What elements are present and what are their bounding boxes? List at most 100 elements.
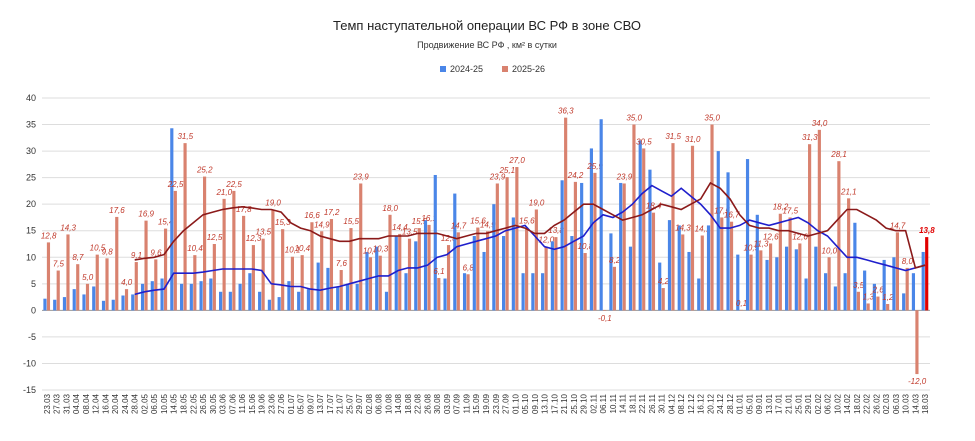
x-tick-label: 17.01 xyxy=(775,393,784,414)
data-label: 23,9 xyxy=(489,172,506,181)
data-label: -0,1 xyxy=(598,314,612,323)
data-label: 17,5 xyxy=(714,206,730,215)
bar xyxy=(700,235,704,311)
x-tick-label: 02.02 xyxy=(814,393,823,414)
bar xyxy=(573,181,577,311)
bar xyxy=(628,246,633,311)
bar xyxy=(121,295,125,311)
bar xyxy=(778,213,782,311)
x-tick-label: 29.10 xyxy=(580,393,589,414)
data-label: 8,2 xyxy=(609,256,621,265)
x-tick-label: 22.11 xyxy=(638,393,647,413)
bar xyxy=(339,270,343,311)
bar xyxy=(716,151,720,311)
data-label: 15,6 xyxy=(470,217,486,226)
data-label: 24,2 xyxy=(567,171,584,180)
bar xyxy=(570,236,574,311)
data-label: 14,1 xyxy=(695,225,711,234)
data-label: 14,4 xyxy=(392,223,408,232)
legend-swatch xyxy=(502,66,508,72)
data-label: 7,6 xyxy=(336,259,348,268)
bar xyxy=(228,291,232,311)
data-label: 21,1 xyxy=(840,187,857,196)
data-label: 6,8 xyxy=(463,263,475,272)
x-tick-label: 03.09 xyxy=(443,393,452,414)
x-tick-label: 08.04 xyxy=(82,393,91,414)
x-tick-label: 17.10 xyxy=(550,393,559,414)
bar xyxy=(827,257,831,311)
x-tick-label: 31.03 xyxy=(62,393,71,414)
bar xyxy=(853,222,857,311)
data-label: 15,4 xyxy=(158,218,174,227)
y-tick-label: -15 xyxy=(23,385,36,395)
bar xyxy=(726,172,730,311)
bar xyxy=(817,129,821,311)
x-tick-label: 02.03 xyxy=(882,393,891,414)
x-tick-label: 14.11 xyxy=(619,393,628,413)
data-label: 35,0 xyxy=(626,114,642,123)
bar xyxy=(476,227,480,311)
bar xyxy=(368,257,373,311)
bar xyxy=(824,273,828,311)
x-tick-label: 12.04 xyxy=(92,393,101,414)
bar xyxy=(384,291,389,311)
bar xyxy=(729,221,734,311)
data-label: 12,3 xyxy=(441,234,457,243)
bar xyxy=(101,300,106,311)
x-tick-label: 13.10 xyxy=(541,393,550,414)
data-label: 14,7 xyxy=(890,221,906,230)
bar xyxy=(667,220,672,311)
bar xyxy=(736,254,740,311)
bar xyxy=(564,117,568,311)
x-tick-label: 14.08 xyxy=(394,393,403,414)
x-tick-label: 26.11 xyxy=(648,393,657,413)
x-tick-label: 14.03 xyxy=(911,393,920,414)
bar xyxy=(642,148,646,311)
x-tick-label: 26.02 xyxy=(872,393,881,414)
bar xyxy=(407,238,412,311)
data-label: 16,6 xyxy=(304,211,320,220)
data-label: 10,1 xyxy=(285,246,301,255)
x-tick-label: 02.08 xyxy=(365,393,374,414)
x-tick-label: 10.08 xyxy=(384,393,393,414)
x-tick-label: 18.03 xyxy=(921,393,930,414)
data-label: 17,6 xyxy=(109,206,125,215)
bar xyxy=(745,159,750,311)
data-label: 10,8 xyxy=(578,242,594,251)
bar xyxy=(720,217,724,311)
data-label: 19,0 xyxy=(529,198,545,207)
bar xyxy=(92,286,96,311)
x-tick-label: 24.04 xyxy=(121,393,130,414)
x-tick-label: 19.06 xyxy=(258,393,267,414)
x-tick-label: 11.06 xyxy=(238,393,247,413)
bar xyxy=(170,128,174,311)
bar xyxy=(388,214,392,311)
bar xyxy=(209,278,213,311)
bar xyxy=(768,243,773,311)
bar xyxy=(189,283,193,311)
x-tick-label: 14.05 xyxy=(170,393,179,414)
data-label: 15,3 xyxy=(275,218,291,227)
bar xyxy=(843,273,847,311)
bar xyxy=(365,251,369,311)
bar xyxy=(765,259,769,311)
x-tick-label: 21.07 xyxy=(336,393,345,414)
data-label: 16,7 xyxy=(724,211,740,220)
bar xyxy=(759,250,763,311)
legend-swatch xyxy=(440,66,446,72)
x-tick-label: 15.09 xyxy=(472,393,481,414)
bar xyxy=(56,270,60,311)
data-label: 10,5 xyxy=(743,244,759,253)
bar xyxy=(378,255,382,311)
data-label: 12,0 xyxy=(539,236,555,245)
data-label: 31,5 xyxy=(665,132,681,141)
data-label: 14,3 xyxy=(60,223,76,232)
bar xyxy=(316,262,320,311)
bar xyxy=(525,227,529,311)
x-tick-label: 10.03 xyxy=(902,393,911,414)
bar xyxy=(863,270,867,311)
bar xyxy=(531,273,535,311)
data-label: 15,5 xyxy=(412,217,428,226)
bar xyxy=(199,281,203,311)
bar xyxy=(76,264,80,311)
